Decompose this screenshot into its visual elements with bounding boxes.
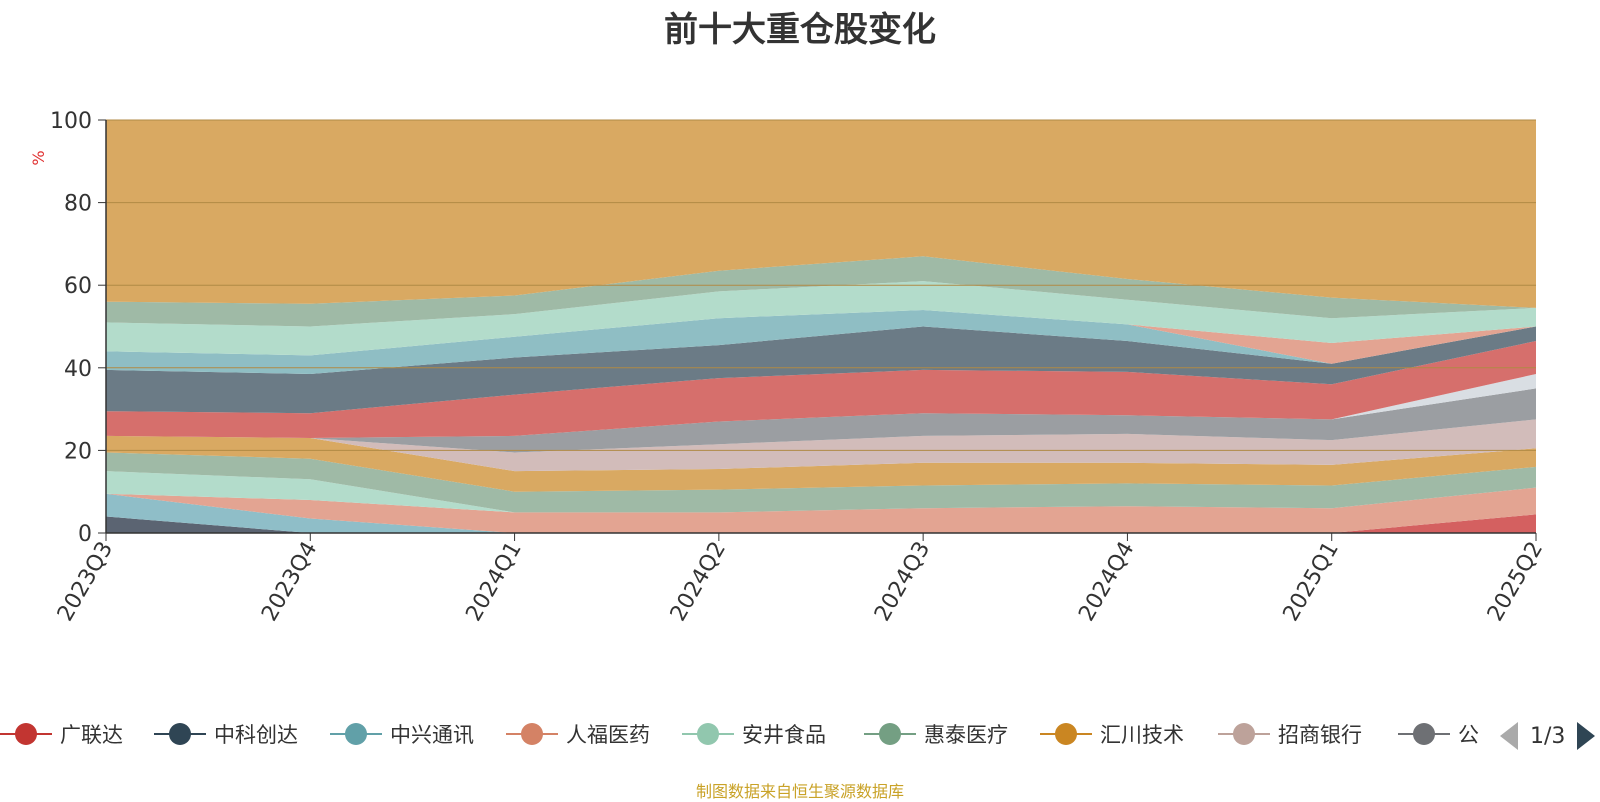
area-band-10 [106, 341, 1536, 438]
chart-title: 前十大重仓股变化 [664, 10, 936, 50]
y-axis-label: % [29, 150, 48, 165]
area-band-8 [106, 388, 1536, 453]
legend-marker-icon [1040, 723, 1092, 745]
y-tick-label: 100 [50, 109, 92, 134]
legend-item[interactable]: 汇川技术 [1040, 712, 1184, 756]
x-tick-label: 2024Q3 [870, 538, 935, 626]
legend-marker-icon [1398, 723, 1450, 745]
legend-item[interactable]: 公牛集团 [1398, 712, 1480, 756]
area-band-15 [106, 256, 1536, 327]
source-note: 制图数据来自恒生聚源数据库 [695, 782, 904, 801]
legend-pager: 1/3 [1500, 716, 1596, 756]
legend-item[interactable]: 惠泰医疗 [864, 712, 1008, 756]
legend-label: 广联达 [60, 723, 123, 747]
x-tick-label: 2023Q4 [257, 538, 322, 626]
area-band-1 [106, 514, 1536, 533]
grid-lines [106, 119, 1536, 451]
legend-marker-icon [330, 723, 382, 745]
legend-item[interactable]: 人福医药 [506, 712, 650, 756]
y-tick-label: 0 [78, 522, 92, 547]
area-band-6 [106, 435, 1536, 492]
legend-item[interactable]: 安井食品 [682, 712, 826, 756]
y-tick-label: 60 [64, 274, 92, 299]
legend-marker-icon [864, 723, 916, 745]
x-tick-label: 2025Q2 [1483, 538, 1548, 626]
area-band-0 [106, 516, 1536, 533]
area-band-11 [106, 326, 1536, 414]
legend-label: 安井食品 [742, 723, 826, 747]
y-tick-label: 20 [64, 439, 92, 464]
legend-item[interactable]: 广联达 [0, 712, 123, 756]
stacked-area-chart: 0 20 40 60 80 100 2023Q3 2023Q4 2024Q1 2024Q2 2024… [29, 109, 1548, 626]
area-series-group [106, 120, 1536, 533]
legend-label: 汇川技术 [1100, 723, 1184, 747]
area-band-3 [106, 487, 1536, 533]
legend-marker-icon [0, 723, 52, 745]
legend-label: 中科创达 [214, 723, 298, 747]
area-band-13 [106, 310, 1536, 364]
legend-label: 中兴通讯 [390, 723, 474, 747]
area-band-16 [106, 120, 1536, 308]
y-tick-label: 40 [64, 357, 92, 382]
x-tick-label: 2023Q3 [53, 538, 118, 626]
legend-prev-page-icon[interactable] [1500, 722, 1518, 750]
legend-label: 招商银行 [1278, 723, 1362, 747]
legend-marker-icon [506, 723, 558, 745]
area-band-14 [106, 281, 1536, 356]
legend-marker-icon [682, 723, 734, 745]
x-tick-label: 2025Q1 [1279, 538, 1344, 626]
x-tick-label: 2024Q1 [461, 538, 526, 626]
x-tick-label: 2024Q4 [1074, 538, 1139, 626]
legend-label: 惠泰医疗 [924, 723, 1008, 747]
legend-page-indicator: 1/3 [1530, 723, 1566, 749]
y-tick-label: 80 [64, 192, 92, 217]
legend-marker-icon [1218, 723, 1270, 745]
legend: 广联达 中科创达 中兴通讯 人福医药 安井食品 惠泰医疗 汇川技术 招商银行 公牛集团 [0, 712, 1480, 756]
legend-label: 人福医药 [566, 723, 650, 747]
x-tick-label: 2024Q2 [666, 538, 731, 626]
area-band-12 [106, 310, 1536, 374]
legend-item[interactable]: 招商银行 [1218, 712, 1362, 756]
legend-marker-icon [154, 723, 206, 745]
legend-item[interactable]: 中兴通讯 [330, 712, 474, 756]
area-band-5 [106, 452, 1536, 513]
legend-next-page-icon[interactable] [1577, 722, 1596, 750]
legend-item[interactable]: 中科创达 [154, 712, 298, 756]
area-band-7 [106, 419, 1536, 472]
legend-label: 公牛集团 [1458, 723, 1480, 747]
